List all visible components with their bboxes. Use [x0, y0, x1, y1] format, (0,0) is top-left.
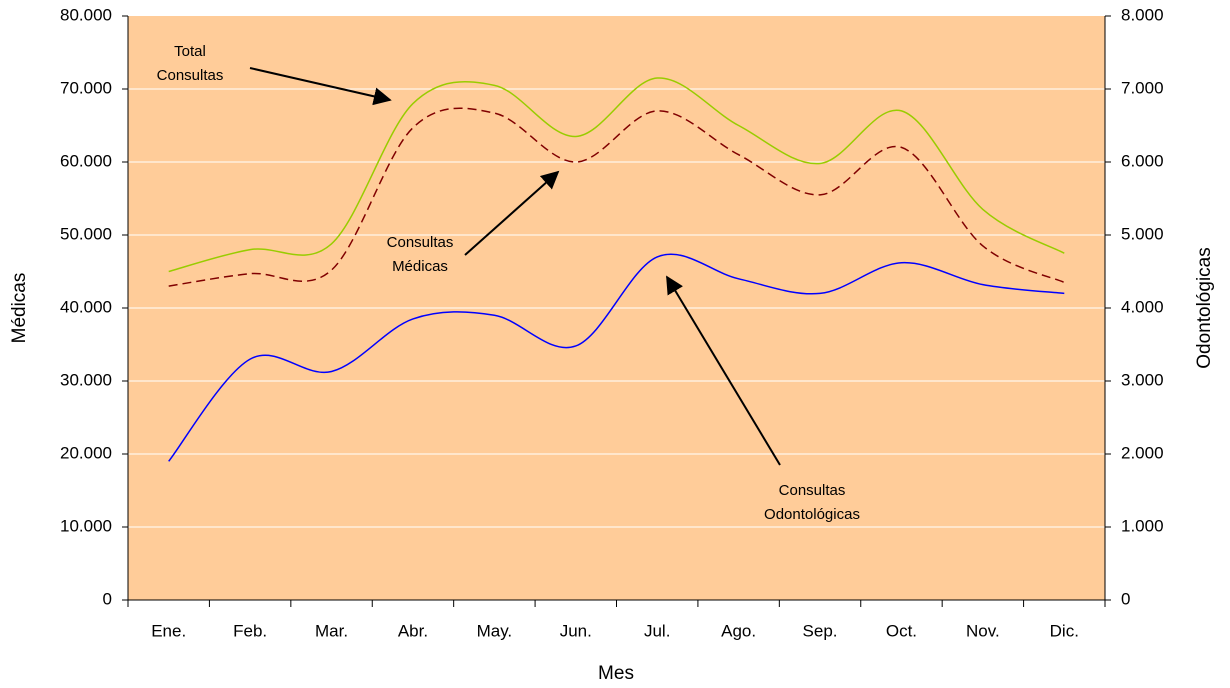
x-tick-label: Feb. — [233, 621, 267, 640]
annotation: Consultas — [387, 234, 454, 251]
y2-tick-label: 4.000 — [1121, 297, 1164, 316]
y2-tick-label: 3.000 — [1121, 370, 1164, 389]
annotation: Consultas — [779, 482, 846, 499]
y-tick-label: 20.000 — [60, 443, 112, 462]
annotation-arrow — [464, 170, 560, 256]
x-tick-label: Ene. — [151, 621, 186, 640]
y2-tick-label: 0 — [1121, 589, 1130, 608]
y-tick-label: 60.000 — [60, 151, 112, 170]
line-series — [168, 253, 1065, 462]
y2-tick-label: 6.000 — [1121, 151, 1164, 170]
y-tick-label: 50.000 — [60, 224, 112, 243]
x-tick-label: Oct. — [886, 621, 917, 640]
y-axis-label: Médicas — [9, 273, 30, 344]
line-series — [168, 107, 1065, 287]
annotation: Odontológicas — [764, 506, 860, 523]
x-tick-label: Dic. — [1050, 621, 1079, 640]
x-tick-label: Sep. — [803, 621, 838, 640]
x-tick-label: Jun. — [560, 621, 592, 640]
y-tick-label: 40.000 — [60, 297, 112, 316]
y-tick-label: 0 — [103, 589, 112, 608]
y2-tick-label: 5.000 — [1121, 224, 1164, 243]
y2-axis-label: Odontológicas — [1194, 247, 1215, 368]
y2-tick-label: 8.000 — [1121, 5, 1164, 24]
y-tick-label: 80.000 — [60, 5, 112, 24]
x-tick-label: Jul. — [644, 621, 670, 640]
annotation: Médicas — [392, 258, 448, 275]
annotation: Consultas — [157, 67, 224, 84]
x-tick-label: Abr. — [398, 621, 428, 640]
y-tick-label: 30.000 — [60, 370, 112, 389]
y-tick-label: 70.000 — [60, 78, 112, 97]
y2-tick-label: 2.000 — [1121, 443, 1164, 462]
x-tick-label: Nov. — [966, 621, 1000, 640]
line-series — [168, 77, 1065, 273]
x-tick-label: May. — [477, 621, 513, 640]
y2-tick-label: 1.000 — [1121, 516, 1164, 535]
x-axis-label: Mes — [598, 663, 634, 684]
y2-tick-label: 7.000 — [1121, 78, 1164, 97]
annotation-arrow — [666, 275, 781, 466]
x-tick-label: Ago. — [721, 621, 756, 640]
x-tick-label: Mar. — [315, 621, 348, 640]
annotation-arrow — [249, 67, 392, 106]
annotation: Total — [174, 43, 206, 60]
y-tick-label: 10.000 — [60, 516, 112, 535]
